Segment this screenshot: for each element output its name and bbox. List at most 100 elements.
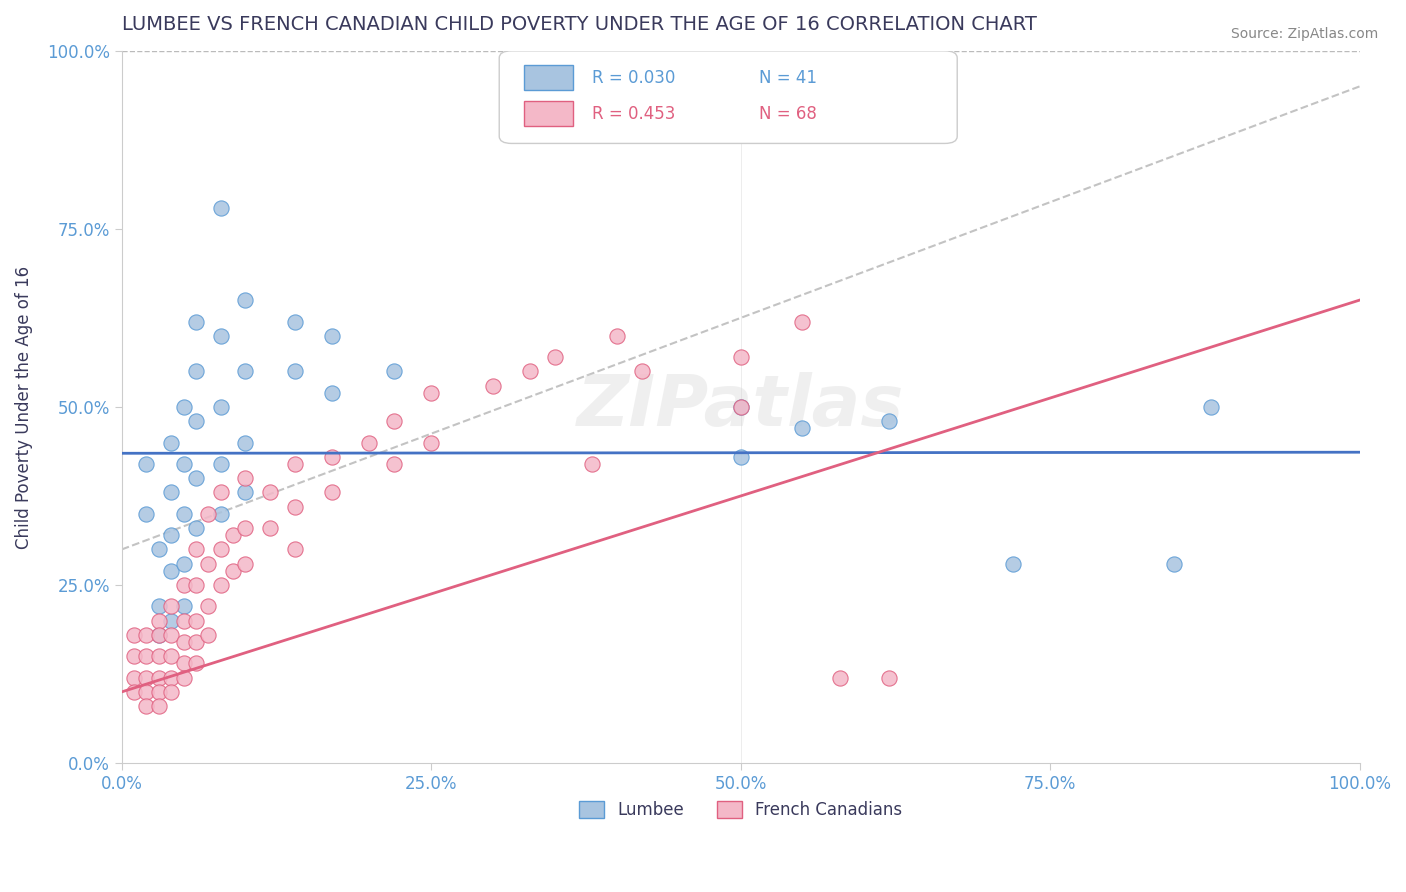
Point <box>792 421 814 435</box>
Point <box>1163 557 1185 571</box>
Point <box>209 201 232 215</box>
Text: LUMBEE VS FRENCH CANADIAN CHILD POVERTY UNDER THE AGE OF 16 CORRELATION CHART: LUMBEE VS FRENCH CANADIAN CHILD POVERTY … <box>122 15 1036 34</box>
Legend: Lumbee, French Canadians: Lumbee, French Canadians <box>572 795 910 826</box>
Point <box>173 507 195 521</box>
Point <box>828 671 851 685</box>
Point <box>235 485 257 500</box>
Point <box>209 400 232 414</box>
Point <box>122 649 145 664</box>
Point <box>135 671 157 685</box>
Point <box>148 628 170 642</box>
Point <box>259 521 281 535</box>
Point <box>730 350 752 364</box>
Point <box>173 614 195 628</box>
Point <box>420 435 443 450</box>
Point <box>209 328 232 343</box>
Point <box>160 485 183 500</box>
Point <box>148 614 170 628</box>
Point <box>160 685 183 699</box>
Point <box>160 628 183 642</box>
Point <box>544 350 567 364</box>
Point <box>321 485 343 500</box>
Point <box>135 507 157 521</box>
Point <box>197 599 219 614</box>
Point <box>1199 400 1222 414</box>
Point <box>877 414 900 428</box>
Point <box>259 485 281 500</box>
Point <box>235 471 257 485</box>
Point <box>321 450 343 464</box>
Point <box>284 500 307 514</box>
Point <box>184 314 207 328</box>
Point <box>122 671 145 685</box>
FancyBboxPatch shape <box>524 65 574 90</box>
Point <box>135 699 157 714</box>
Point <box>160 671 183 685</box>
Point <box>235 293 257 307</box>
Point <box>877 671 900 685</box>
Point <box>135 628 157 642</box>
Point <box>420 385 443 400</box>
Point <box>122 685 145 699</box>
Point <box>173 635 195 649</box>
Point <box>173 578 195 592</box>
Point <box>135 649 157 664</box>
Point <box>184 614 207 628</box>
Point <box>209 507 232 521</box>
Point <box>184 364 207 378</box>
Point <box>235 521 257 535</box>
Point <box>160 649 183 664</box>
Point <box>222 528 245 542</box>
FancyBboxPatch shape <box>499 51 957 144</box>
Point <box>160 599 183 614</box>
Point <box>321 328 343 343</box>
Point <box>173 671 195 685</box>
Text: ZIPatlas: ZIPatlas <box>576 373 904 442</box>
Point <box>173 557 195 571</box>
Point <box>209 485 232 500</box>
Point <box>148 685 170 699</box>
Point <box>148 699 170 714</box>
Point <box>235 435 257 450</box>
Point <box>148 628 170 642</box>
Text: Source: ZipAtlas.com: Source: ZipAtlas.com <box>1230 27 1378 41</box>
Point <box>173 657 195 671</box>
Point <box>184 414 207 428</box>
Point <box>173 457 195 471</box>
Point <box>160 435 183 450</box>
Point <box>135 685 157 699</box>
Point <box>148 542 170 557</box>
Point <box>184 542 207 557</box>
FancyBboxPatch shape <box>524 101 574 126</box>
Point <box>792 314 814 328</box>
Point <box>197 557 219 571</box>
Point <box>1001 557 1024 571</box>
Point <box>382 414 405 428</box>
Point <box>122 628 145 642</box>
Point <box>173 400 195 414</box>
Point <box>222 564 245 578</box>
Point <box>606 328 628 343</box>
Point <box>184 635 207 649</box>
Point <box>581 79 603 94</box>
Point <box>630 364 652 378</box>
Point <box>519 364 541 378</box>
Point <box>730 400 752 414</box>
Point <box>197 507 219 521</box>
Y-axis label: Child Poverty Under the Age of 16: Child Poverty Under the Age of 16 <box>15 266 32 549</box>
Point <box>382 364 405 378</box>
Point <box>197 628 219 642</box>
Text: N = 41: N = 41 <box>759 69 817 87</box>
Point <box>160 528 183 542</box>
Point <box>184 578 207 592</box>
Point <box>173 599 195 614</box>
Point <box>184 657 207 671</box>
Point <box>135 457 157 471</box>
Point <box>184 471 207 485</box>
Point <box>209 578 232 592</box>
Text: N = 68: N = 68 <box>759 104 817 122</box>
Point <box>284 457 307 471</box>
Point <box>730 450 752 464</box>
Point <box>148 671 170 685</box>
Point <box>284 542 307 557</box>
